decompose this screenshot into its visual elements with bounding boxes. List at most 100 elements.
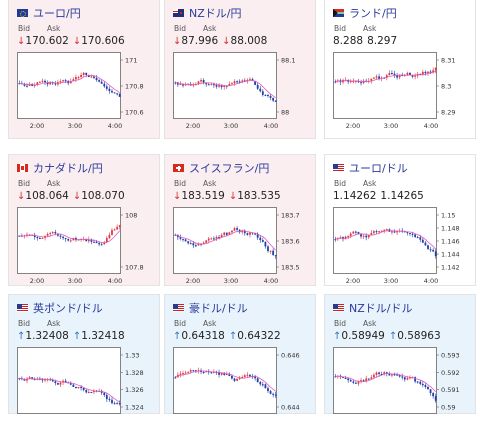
pair-title[interactable]: NZドル/円 (173, 5, 241, 21)
pair-title[interactable]: スイスフラン/円 (173, 160, 269, 176)
candle-body (72, 79, 75, 82)
rate-card[interactable]: ユーロ/円 Bid Ask ↓170.602 ↓170.606 171 170.8 170.6… (8, 0, 160, 139)
candle-body (365, 378, 368, 381)
pair-name[interactable]: NZドル/円 (189, 7, 242, 20)
candle-body (69, 382, 72, 385)
candle-body (113, 92, 116, 94)
candle-body (228, 232, 231, 235)
candle-body (349, 81, 352, 83)
candlestick-chart[interactable]: 88.1 88 2:00 3:00 4:00 (173, 52, 309, 132)
candle-body (64, 238, 67, 240)
chart-svg: 88.1 88 2:00 3:00 4:00 (173, 52, 295, 130)
pair-name[interactable]: 英ポンド/ドル (33, 302, 103, 315)
candlestick-chart[interactable]: 0.593 0.592 0.591 0.59 (333, 347, 469, 427)
candle-body (360, 234, 362, 237)
candle-body (28, 377, 31, 379)
y-tick-label: 0.591 (441, 386, 460, 394)
ch-flag-icon (173, 164, 184, 172)
candle-body (108, 88, 111, 91)
candle-body (105, 238, 108, 243)
rate-card[interactable]: ユーロ/ドル Bid Ask 1.14262 1.14265 1.15 1.148 1.146… (324, 154, 476, 286)
pair-name[interactable]: ユーロ/円 (33, 7, 81, 20)
candle-body (23, 379, 26, 381)
pair-title[interactable]: 英ポンド/ドル (17, 300, 103, 316)
ask-label: Ask (203, 319, 217, 328)
candle-body (267, 246, 269, 251)
candle-body (75, 77, 77, 80)
rate-card[interactable]: NZドル/ドル Bid Ask ↑0.58949 ↑0.58963 0.593 0.592 0… (324, 294, 476, 414)
x-tick-label: 3:00 (384, 122, 399, 130)
candle-body (194, 245, 197, 247)
candle-body (64, 80, 67, 82)
candle-body (202, 242, 205, 244)
candle-body (432, 249, 435, 252)
bid-value: 1.14262 (333, 190, 377, 202)
candlestick-chart[interactable]: 0.646 0.644 (173, 347, 309, 427)
pair-name[interactable]: NZドル/ドル (349, 302, 413, 315)
candlestick-chart[interactable]: 1.15 1.148 1.146 1.144 1.142 2:00 3:00 4:00 (333, 207, 469, 287)
candle-body (432, 70, 435, 73)
candle-body (82, 72, 85, 75)
candlestick-chart[interactable]: 171 170.8 170.6 2:00 3:00 4:00 (17, 52, 153, 132)
candle-body (220, 84, 223, 88)
pair-name[interactable]: カナダドル/円 (33, 162, 103, 175)
bid-label: Bid (18, 24, 30, 33)
rate-card[interactable]: カナダドル/円 Bid Ask ↓108.064 ↓108.070 108 107.8 2:0… (8, 154, 160, 286)
candle-body (192, 243, 195, 246)
y-tick-label: 8.31 (441, 57, 455, 65)
candle-body (385, 75, 388, 78)
candle-body (249, 232, 251, 235)
rate-card[interactable]: 豪ドル/ドル Bid Ask ↑0.64318 ↑0.64322 0.646 0.644 (164, 294, 316, 414)
candle-body (46, 82, 49, 85)
candle-body (202, 372, 205, 374)
candle-body (18, 235, 21, 237)
pair-title[interactable]: ユーロ/円 (17, 5, 81, 21)
candle-body (264, 241, 267, 247)
down-arrow-icon: ↓ (72, 36, 82, 47)
rate-card[interactable]: NZドル/円 Bid Ask ↓87.996 ↓88.008 88.1 88 2:00 3:00… (164, 0, 316, 139)
ask-value: 88.008 (230, 35, 268, 47)
bid-value: 0.64318 (181, 330, 225, 342)
candle-body (85, 390, 88, 393)
candle-body (238, 378, 241, 380)
ask-label: Ask (203, 24, 217, 33)
y-tick-label: 108 (125, 212, 137, 220)
candle-body (202, 80, 205, 83)
candle-body (241, 80, 244, 82)
candlestick-chart[interactable]: 183.7 183.6 183.5 2:00 3:00 4:00 (173, 207, 309, 287)
candlestick-chart[interactable]: 8.31 8.3 8.29 2:00 3:00 4:00 (333, 52, 469, 132)
rate-card[interactable]: ランド/円 Bid Ask 8.288 8.297 8.31 8.3 8.29 2:00 3:00… (324, 0, 476, 139)
pair-name[interactable]: スイスフラン/円 (189, 162, 270, 175)
y-tick-label: 8.3 (441, 83, 451, 91)
pair-name[interactable]: ランド/円 (349, 7, 397, 20)
candle-body (111, 399, 113, 404)
candlestick-chart[interactable]: 108 107.8 2:00 3:00 4:00 (17, 207, 153, 287)
rate-card[interactable]: 英ポンド/ドル Bid Ask ↑1.32408 ↑1.32418 1.33 1.328 1.… (8, 294, 160, 414)
candle-body (251, 376, 254, 378)
candle-body (59, 382, 62, 385)
nz-flag-icon (173, 9, 184, 17)
ask-value: 1.14265 (380, 190, 424, 202)
pair-title[interactable]: カナダドル/円 (17, 160, 103, 176)
candle-body (116, 93, 119, 95)
pair-title[interactable]: 豪ドル/ドル (173, 300, 248, 316)
candlestick-chart[interactable]: 1.33 1.328 1.326 1.324 (17, 347, 153, 427)
bid-label: Bid (174, 179, 186, 188)
pair-title[interactable]: ランド/円 (333, 5, 397, 21)
rate-card[interactable]: スイスフラン/円 Bid Ask ↓183.519 ↓183.535 183.7 183.6… (164, 154, 316, 286)
pair-title[interactable]: ユーロ/ドル (333, 160, 408, 176)
pair-name[interactable]: 豪ドル/ドル (189, 302, 248, 315)
pair-name[interactable]: ユーロ/ドル (349, 162, 408, 175)
candle-body (370, 377, 373, 379)
candle-body (205, 82, 208, 85)
candle-body (427, 245, 429, 250)
ask-label: Ask (363, 179, 377, 188)
candle-body (51, 379, 54, 382)
candle-body (429, 71, 432, 73)
candle-body (398, 75, 401, 78)
bid-label: Bid (174, 319, 186, 328)
candle-body (416, 381, 419, 383)
x-tick-label: 2:00 (186, 277, 201, 285)
pair-title[interactable]: NZドル/ドル (333, 300, 412, 316)
y-tick-label: 183.6 (281, 238, 300, 246)
